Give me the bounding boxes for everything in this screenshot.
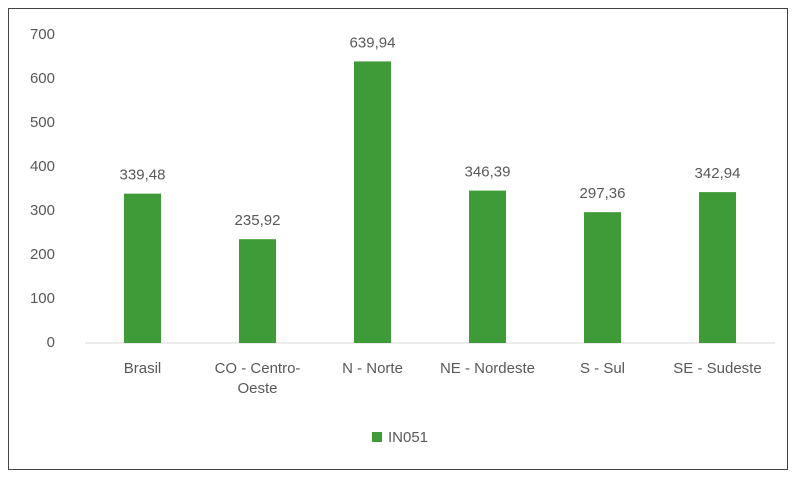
bar — [239, 239, 276, 343]
y-tick-label: 700 — [30, 26, 55, 43]
bar — [699, 192, 736, 343]
x-tick-label: CO - Centro-Oeste — [214, 360, 301, 397]
legend-swatch — [372, 432, 382, 442]
data-label: 346,39 — [465, 164, 511, 181]
data-label: 297,36 — [580, 185, 626, 202]
bar — [124, 193, 161, 343]
x-tick-label: SE - Sudeste — [673, 360, 762, 377]
data-label: 235,92 — [235, 212, 281, 229]
y-tick-label: 200 — [30, 246, 55, 263]
data-label: 639,94 — [350, 34, 396, 51]
x-tick-label: NE - Nordeste — [439, 360, 536, 377]
data-label: 339,48 — [120, 167, 166, 184]
y-tick-label: 500 — [30, 114, 55, 131]
y-tick-label: 400 — [30, 158, 55, 175]
y-tick-label: 0 — [47, 334, 55, 351]
data-label: 342,94 — [695, 165, 741, 182]
bar — [354, 61, 391, 344]
bar — [469, 190, 506, 343]
y-tick-label: 300 — [30, 202, 55, 219]
legend-label: IN051 — [388, 429, 428, 446]
bar — [584, 212, 621, 343]
y-tick-label: 100 — [30, 290, 55, 307]
x-tick-label: N - Norte — [342, 360, 403, 377]
x-tick-label: Brasil — [123, 360, 162, 377]
chart-frame — [8, 8, 788, 470]
x-tick-label: S - Sul — [579, 360, 625, 377]
y-tick-label: 600 — [30, 70, 55, 87]
